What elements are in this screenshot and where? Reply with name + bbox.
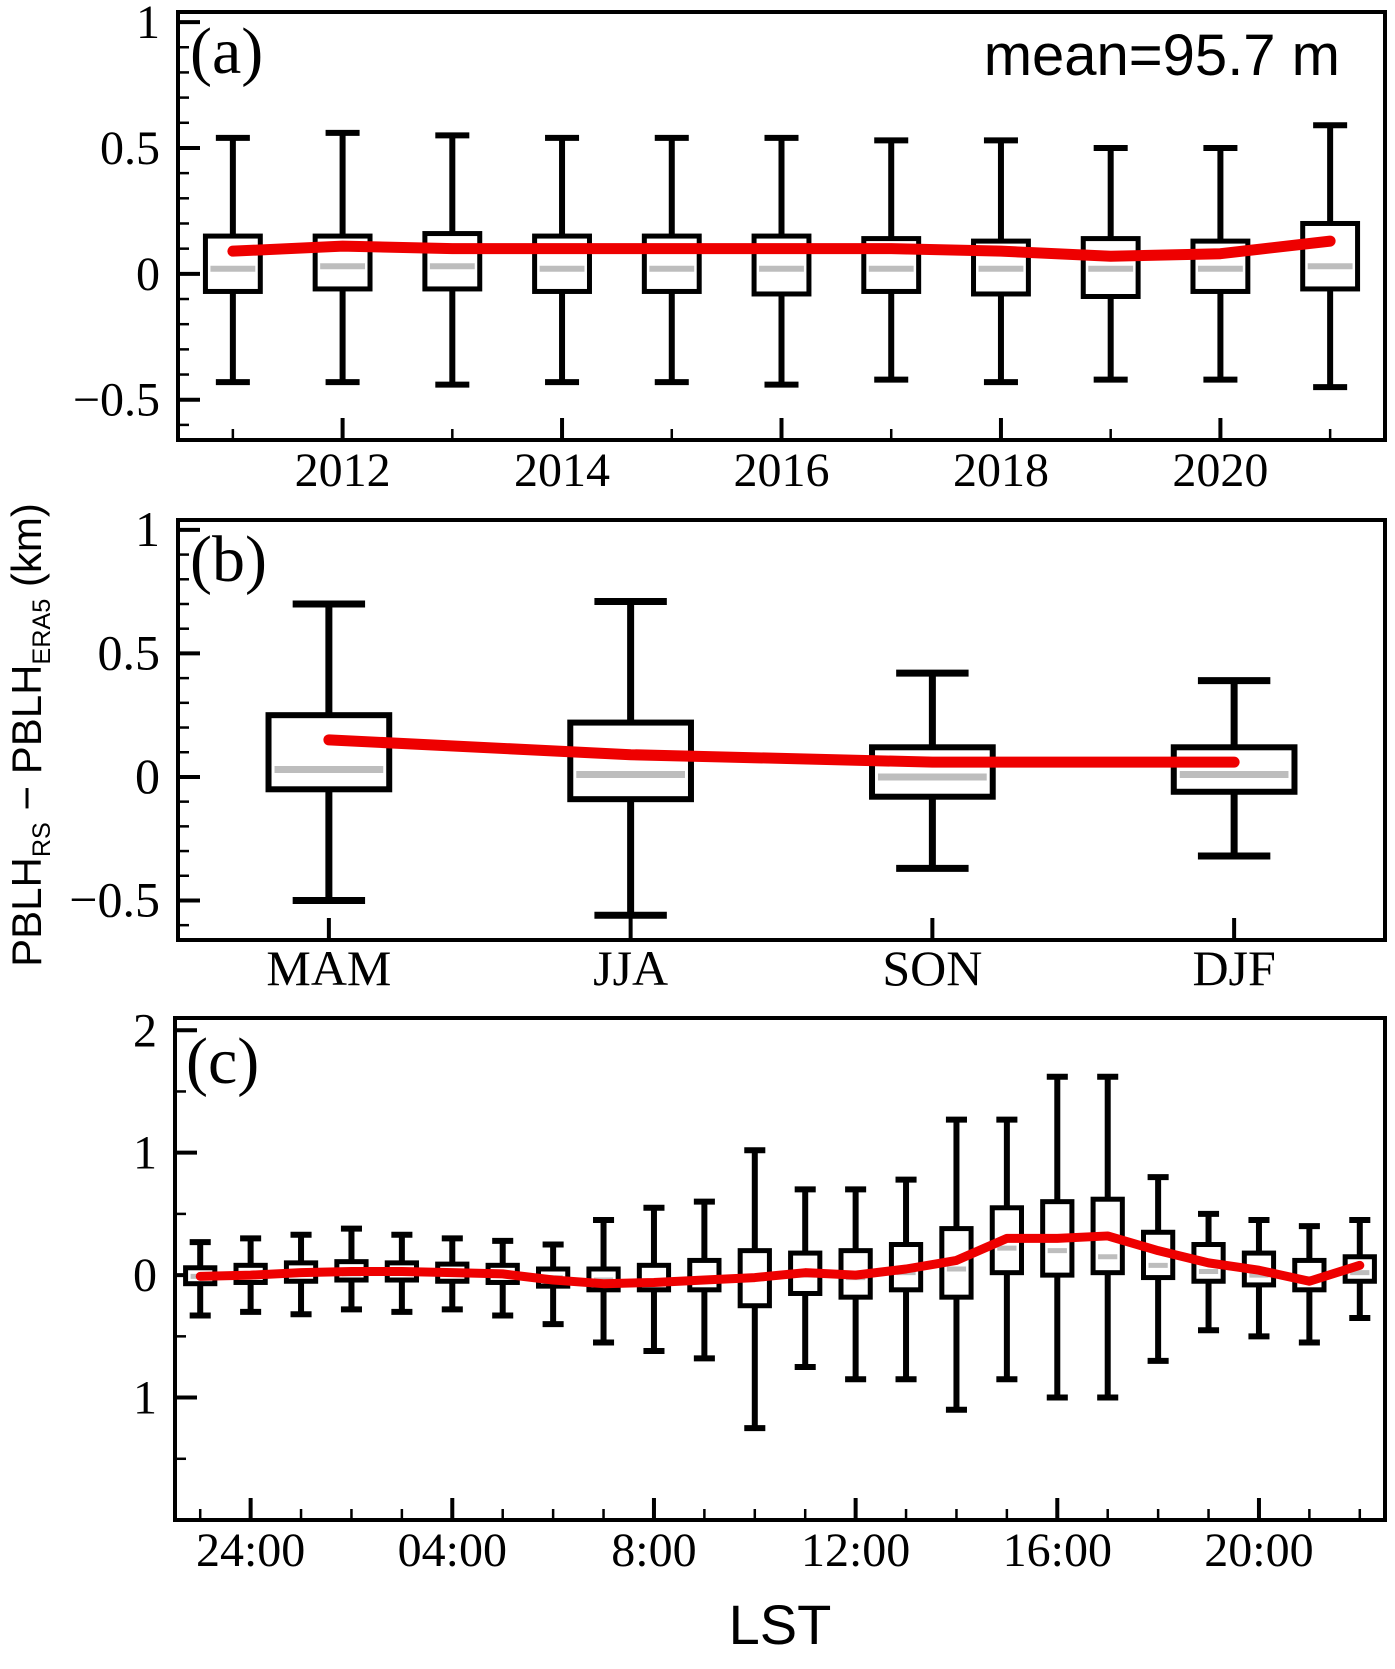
svg-text:2020: 2020 xyxy=(1172,444,1268,497)
ylabel-part3: (km) xyxy=(2,503,50,599)
svg-text:−0.5: −0.5 xyxy=(69,871,160,927)
svg-text:2: 2 xyxy=(133,1010,157,1057)
svg-text:2016: 2016 xyxy=(734,444,830,497)
mean-annotation: mean=95.7 m xyxy=(983,23,1340,88)
svg-text:24:00: 24:00 xyxy=(196,1524,305,1577)
svg-text:0: 0 xyxy=(135,748,160,804)
ylabel-part2: − PBLH xyxy=(2,664,50,823)
svg-text:0: 0 xyxy=(136,248,160,301)
panel-b-letter: (b) xyxy=(190,523,267,596)
shared-y-axis-label: PBLHRS − PBLHERA5 (km) xyxy=(3,503,57,967)
svg-text:0.5: 0.5 xyxy=(100,122,160,175)
svg-text:SON: SON xyxy=(882,940,982,996)
svg-text:−0.5: −0.5 xyxy=(73,374,160,427)
svg-text:2018: 2018 xyxy=(953,444,1049,497)
ylabel-part1: PBLH xyxy=(2,857,50,967)
svg-text:20:00: 20:00 xyxy=(1204,1524,1313,1577)
svg-text:2012: 2012 xyxy=(295,444,391,497)
svg-text:2014: 2014 xyxy=(514,444,610,497)
ylabel-sub-era5: ERA5 xyxy=(28,598,57,665)
panel-a-letter: (a) xyxy=(190,15,264,88)
x-axis-label-lst: LST xyxy=(728,1593,832,1656)
svg-text:DJF: DJF xyxy=(1192,940,1275,996)
panel-a-yearly-boxplot: 1 0.5 0 −0.5 2012 2014 2016 2018 2020 xyxy=(73,0,1387,497)
svg-text:1: 1 xyxy=(136,0,160,49)
svg-text:JJA: JJA xyxy=(593,940,668,996)
svg-text:04:00: 04:00 xyxy=(398,1524,507,1577)
panel-c-hourly-boxplot: 2 1 0 1 24:00 04:00 8:00 12:00 16:00 20:00 xyxy=(133,1010,1387,1577)
svg-text:12:00: 12:00 xyxy=(801,1524,910,1577)
svg-text:1: 1 xyxy=(135,505,160,557)
panel-c-letter: (c) xyxy=(186,1025,260,1098)
svg-text:0.5: 0.5 xyxy=(98,624,161,680)
svg-text:MAM: MAM xyxy=(266,940,391,996)
ylabel-sub-rs: RS xyxy=(28,822,57,858)
svg-text:1: 1 xyxy=(133,1127,157,1180)
svg-text:0: 0 xyxy=(133,1249,157,1302)
panel-b-seasonal-boxplot: 1 0.5 0 −0.5 MAM JJA SON DJF xyxy=(69,505,1387,996)
svg-text:1: 1 xyxy=(133,1372,157,1425)
svg-text:16:00: 16:00 xyxy=(1003,1524,1112,1577)
svg-text:8:00: 8:00 xyxy=(611,1524,696,1577)
